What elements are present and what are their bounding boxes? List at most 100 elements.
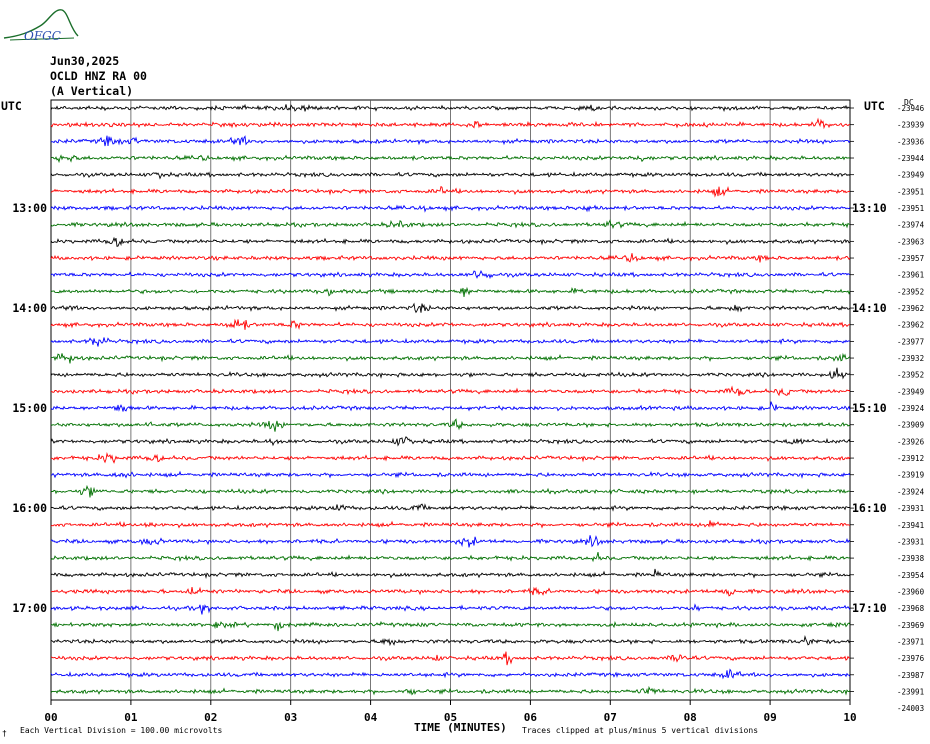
dc-offset-label: -23954 <box>897 571 925 580</box>
dc-offset-label: -23949 <box>897 171 924 180</box>
x-tick-label: 01 <box>124 711 138 724</box>
ground-line <box>9 37 75 41</box>
left-hour-label: 17:00 <box>12 601 47 615</box>
corner-glyph: † <box>2 729 7 738</box>
station-label: OCLD HNZ RA 00 <box>50 69 147 83</box>
dc-offset-label: -23968 <box>897 604 925 613</box>
trace-line <box>50 103 851 112</box>
right-hour-label: 13:10 <box>852 201 887 215</box>
trace-line <box>50 236 851 247</box>
trace-line <box>50 367 851 380</box>
date-label: Jun30,2025 <box>50 54 120 68</box>
dc-offset-label: -23976 <box>897 654 925 663</box>
dc-offset-label: -23974 <box>897 221 925 230</box>
dc-offset-label: -23931 <box>897 537 924 546</box>
ofgc-logo: OFGC <box>3 9 79 43</box>
dc-offset-label: -23938 <box>897 554 925 563</box>
dc-offset-label: -23960 <box>897 587 925 596</box>
trace-line <box>50 634 851 647</box>
dc-offset-label: -23962 <box>897 321 924 330</box>
dc-offset-label: -23949 <box>897 387 924 396</box>
trace-line <box>50 337 851 347</box>
x-tick-label: 05 <box>444 711 457 724</box>
dc-offset-label: -23932 <box>897 354 924 363</box>
x-tick-label: 02 <box>204 711 217 724</box>
x-tick-label: 07 <box>604 711 617 724</box>
right-hour-label: 14:10 <box>852 301 887 315</box>
dc-offset-label: -23939 <box>897 121 924 130</box>
left-utc-label: UTC <box>1 99 22 113</box>
dc-offset-label: -23957 <box>897 254 924 263</box>
scale-note: Each Vertical Division = 100.00 microvol… <box>20 726 223 735</box>
dc-offset-label: -23961 <box>897 271 924 280</box>
right-hour-label: 16:10 <box>852 501 887 515</box>
trace-line <box>50 418 851 432</box>
trace-line <box>50 535 851 548</box>
x-tick-label: 08 <box>684 711 697 724</box>
dc-offset-label: -23944 <box>897 154 925 163</box>
trace-line <box>50 270 851 280</box>
dc-offset-label: -23924 <box>897 487 925 496</box>
trace-line <box>50 668 851 680</box>
dc-offset-label: -23952 <box>897 287 924 296</box>
trace-line <box>50 436 851 447</box>
trace-line <box>50 685 851 696</box>
trace-line <box>50 171 851 180</box>
dc-offset-label: -23912 <box>897 454 924 463</box>
dc-offset-label: -23969 <box>897 621 924 630</box>
mountain-icon <box>3 9 79 39</box>
right-hour-label: 17:10 <box>852 601 887 615</box>
left-hour-label: 15:00 <box>12 401 47 415</box>
trace-line <box>50 302 851 314</box>
trace-line <box>51 620 851 632</box>
x-tick-label: 00 <box>44 711 57 724</box>
trace-line <box>50 117 851 130</box>
trace-line <box>50 603 851 615</box>
dc-offset-label: -23946 <box>897 104 925 113</box>
clip-note: Traces clipped at plus/minus 5 vertical … <box>522 726 759 735</box>
dc-offset-label: -23951 <box>897 204 924 213</box>
dc-offset-label: -24003 <box>897 704 924 713</box>
trace-line <box>50 401 851 412</box>
dc-offset-label: -23963 <box>897 237 924 246</box>
dc-offset-label: -23991 <box>897 687 924 696</box>
dc-offset-label: -23919 <box>897 471 924 480</box>
dc-offset-label: -23962 <box>897 304 924 313</box>
trace-line <box>50 253 851 263</box>
trace-line <box>50 586 851 597</box>
trace-line <box>50 352 851 364</box>
trace-line <box>50 318 851 330</box>
x-tick-label: 10 <box>843 711 856 724</box>
left-hour-label: 14:00 <box>12 301 47 315</box>
trace-line <box>50 568 851 580</box>
dc-offset-label: -23936 <box>897 137 925 146</box>
x-tick-label: 03 <box>284 711 297 724</box>
left-hour-label: 13:00 <box>12 201 47 215</box>
right-utc-label: UTC <box>864 99 885 113</box>
dc-offset-label: -23909 <box>897 421 924 430</box>
dc-offset-label: -23926 <box>897 437 925 446</box>
trace-line <box>50 286 851 297</box>
trace-line <box>50 520 851 529</box>
trace-line <box>50 204 851 213</box>
trace-line <box>50 135 851 147</box>
trace-line <box>50 551 851 563</box>
trace-line <box>50 219 851 230</box>
dc-offset-label: -23941 <box>897 521 924 530</box>
dc-offset-label: -23977 <box>897 337 924 346</box>
trace-line <box>50 651 851 666</box>
trace-line <box>50 154 851 164</box>
dc-offset-label: -23987 <box>897 671 924 680</box>
trace-line <box>50 470 851 479</box>
dc-offset-label: -23924 <box>897 404 925 413</box>
dc-offset-label: -23931 <box>897 504 924 513</box>
dc-offset-label: -23952 <box>897 371 924 380</box>
x-tick-label: 04 <box>364 711 378 724</box>
x-tick-label: 09 <box>763 711 776 724</box>
right-hour-label: 15:10 <box>852 401 887 415</box>
trace-line <box>50 484 850 498</box>
x-tick-label: 06 <box>524 711 538 724</box>
trace-line <box>50 451 851 464</box>
dc-offset-label: -23971 <box>897 637 924 646</box>
